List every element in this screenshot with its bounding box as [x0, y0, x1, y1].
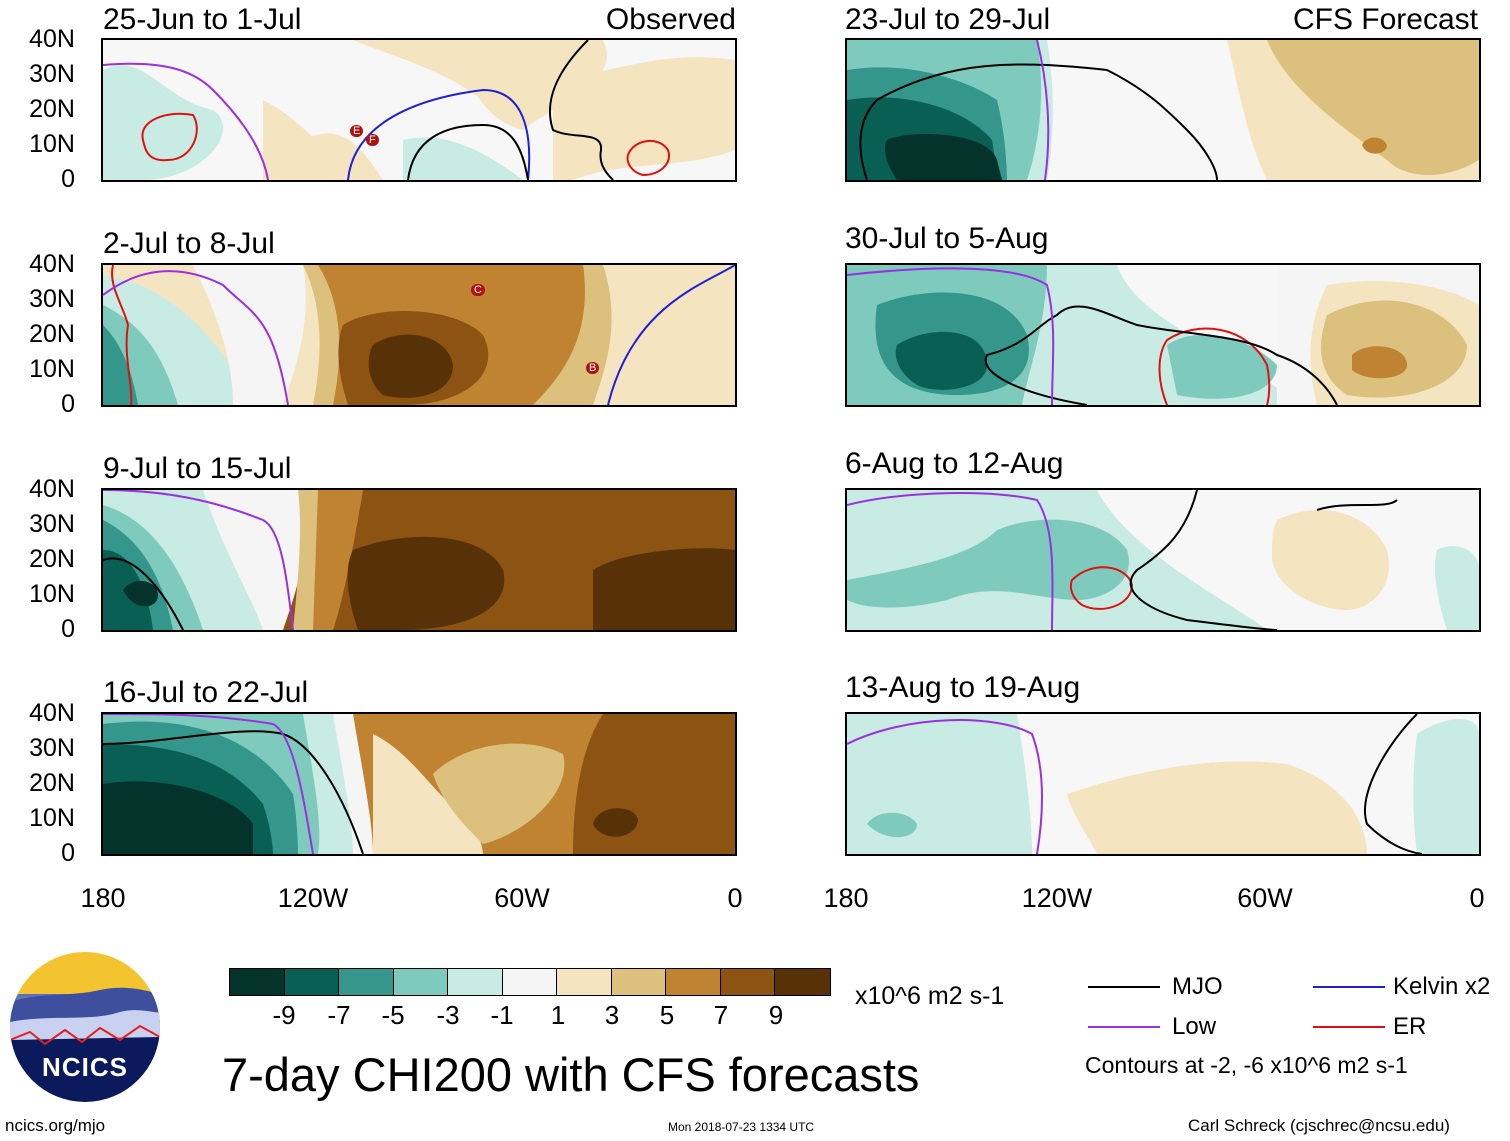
lat-label-0: 0 [61, 839, 75, 867]
map-panel-5 [101, 488, 737, 632]
lon-label-120w: 120W [1021, 883, 1093, 913]
storm-marker-c: C [471, 284, 485, 296]
colorbar-units: x10^6 m2 s-1 [855, 982, 1005, 1010]
lat-label-30n: 30N [29, 285, 75, 313]
lat-label-20n: 20N [29, 320, 75, 348]
colorbar-bin-6 [502, 969, 557, 995]
panel-title-6: 6-Aug to 12-Aug [845, 447, 1064, 480]
lat-label-40n: 40N [29, 475, 75, 503]
lon-label-60w: 60W [1237, 883, 1293, 913]
map-1-field [103, 40, 735, 180]
colorbar-tick: -3 [436, 1000, 460, 1030]
lat-label-40n: 40N [29, 25, 75, 53]
lat-label-20n: 20N [29, 545, 75, 573]
lat-label-10n: 10N [29, 580, 75, 608]
legend-kelvin-label: Kelvin x2 [1393, 973, 1491, 1000]
map-3-field [103, 265, 735, 405]
panel-title-5: 9-Jul to 15-Jul [103, 452, 292, 485]
colorbar-bin-3 [339, 969, 394, 995]
panel-title-2: 23-Jul to 29-Jul [845, 3, 1051, 36]
colorbar-tick: 1 [550, 1000, 566, 1030]
colorbar-tick: 9 [768, 1000, 784, 1030]
panel-title-4: 30-Jul to 5-Aug [845, 222, 1049, 255]
lon-label-180: 180 [80, 883, 126, 913]
storm-marker-f: F [366, 134, 379, 146]
ncics-logo-text: NCICS [42, 1052, 128, 1082]
map-5-field [103, 490, 735, 630]
colorbar-bin-2 [284, 969, 339, 995]
map-panel-7 [101, 712, 737, 856]
panel-title-3: 2-Jul to 8-Jul [103, 227, 275, 260]
legend-er-line [1313, 1026, 1385, 1028]
colorbar-tick: -7 [327, 1000, 351, 1030]
colorbar [229, 968, 831, 996]
map-4-field [847, 265, 1479, 405]
figure-title: 7-day CHI200 with CFS forecasts [222, 1048, 920, 1101]
map-6-field [847, 490, 1479, 630]
colorbar-tick: 7 [713, 1000, 729, 1030]
lat-label-40n: 40N [29, 250, 75, 278]
lat-label-30n: 30N [29, 60, 75, 88]
colorbar-bin-10 [720, 969, 775, 995]
colorbar-bin-7 [557, 969, 612, 995]
legend-kelvin-line [1313, 986, 1385, 988]
lon-label-0: 0 [727, 883, 743, 913]
map-panel-4 [845, 263, 1481, 407]
colorbar-bin-4 [393, 969, 448, 995]
map-panel-3 [101, 263, 737, 407]
ncics-logo: NCICS [10, 952, 160, 1102]
legend-low-label: Low [1172, 1013, 1217, 1040]
storm-marker-e: E [350, 125, 364, 137]
lat-label-0: 0 [61, 165, 75, 193]
lon-label-0: 0 [1469, 883, 1485, 913]
lat-label-0: 0 [61, 615, 75, 643]
colorbar-tick: -1 [490, 1000, 514, 1030]
colorbar-tick: 3 [604, 1000, 620, 1030]
colorbar-bin-8 [611, 969, 666, 995]
map-panel-6 [845, 488, 1481, 632]
lat-label-20n: 20N [29, 95, 75, 123]
legend-low-line [1088, 1026, 1160, 1028]
map-panel-1 [101, 38, 737, 182]
colorbar-bin-1 [230, 969, 285, 995]
colorbar-bin-5 [448, 969, 503, 995]
legend-contours-note: Contours at -2, -6 x10^6 m2 s-1 [1085, 1052, 1408, 1078]
storm-marker-b: B [586, 362, 600, 374]
legend-er-label: ER [1393, 1013, 1427, 1040]
legend-mjo-line [1088, 986, 1160, 988]
footer-url[interactable]: ncics.org/mjo [5, 1116, 106, 1135]
map-8-field [847, 714, 1479, 854]
lat-label-10n: 10N [29, 355, 75, 383]
colorbar-tick: -5 [381, 1000, 405, 1030]
lat-label-0: 0 [61, 390, 75, 418]
colorbar-bin-9 [666, 969, 721, 995]
footer-timestamp: Mon 2018-07-23 1334 UTC [668, 1120, 815, 1134]
lat-label-10n: 10N [29, 130, 75, 158]
panel-title-7: 16-Jul to 22-Jul [103, 676, 309, 709]
lat-label-40n: 40N [29, 699, 75, 727]
lat-label-30n: 30N [29, 734, 75, 762]
map-2-field [847, 40, 1479, 180]
colorbar-tick: -9 [272, 1000, 296, 1030]
map-7-field [103, 714, 735, 854]
lat-label-10n: 10N [29, 804, 75, 832]
lon-label-180: 180 [823, 883, 869, 913]
panel-title-1: 25-Jun to 1-Jul [103, 3, 302, 36]
map-panel-2 [845, 38, 1481, 182]
legend-mjo-label: MJO [1172, 973, 1223, 1000]
panel-tag-forecast: CFS Forecast [1292, 3, 1478, 36]
panel-title-8: 13-Aug to 19-Aug [845, 671, 1081, 704]
panel-tag-observed: Observed [605, 3, 736, 36]
lon-label-120w: 120W [277, 883, 349, 913]
lat-label-20n: 20N [29, 769, 75, 797]
footer-author: Carl Schreck (cjschrec@ncsu.edu) [1188, 1116, 1450, 1135]
lat-label-30n: 30N [29, 510, 75, 538]
colorbar-tick: 5 [659, 1000, 675, 1030]
lon-label-60w: 60W [494, 883, 550, 913]
map-panel-8 [845, 712, 1481, 856]
colorbar-bin-11 [775, 969, 830, 995]
